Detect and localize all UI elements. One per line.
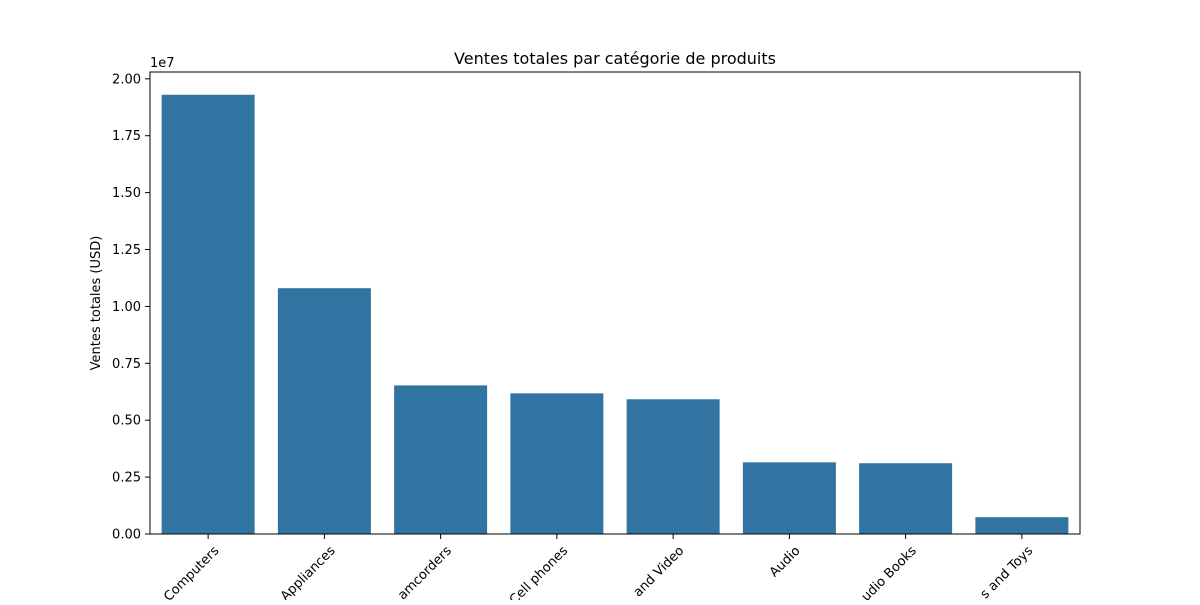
y-axis-offset-label: 1e7 — [150, 56, 175, 71]
bars — [161, 94, 1069, 535]
bar-7 — [975, 517, 1069, 534]
bar-1 — [277, 288, 371, 534]
y-tick-label: 1.75 — [112, 129, 141, 144]
x-tick-label: udio Books — [859, 543, 920, 600]
y-tick-label: 0.75 — [112, 357, 141, 372]
bar-2 — [394, 385, 488, 534]
bar-3 — [510, 393, 604, 534]
x-tick-label: Computers — [161, 543, 222, 600]
x-tick-label: and Video — [631, 544, 688, 600]
y-tick-label: 1.25 — [112, 243, 141, 258]
x-tick-label: s and Toys — [978, 543, 1037, 600]
plot-frame — [149, 71, 1081, 535]
x-tick-label: amcorders — [395, 543, 455, 600]
y-tick-label: 0.50 — [112, 414, 141, 429]
x-tick-label: Appliances — [278, 543, 339, 600]
bar-6 — [859, 463, 953, 534]
bar-0 — [161, 94, 255, 535]
y-tick-label: 1.50 — [112, 186, 141, 201]
x-tick-label: Cell phones — [507, 543, 571, 600]
y-tick-label: 0.00 — [112, 528, 141, 543]
y-axis-ticks: 0.00 0.25 0.50 0.75 1.00 1.25 1.50 1.75 2.00 — [112, 72, 150, 543]
chart-title: Ventes totales par catégorie de produits — [454, 49, 776, 68]
bar-5 — [742, 462, 836, 534]
y-tick-label: 0.25 — [112, 471, 141, 486]
x-axis-ticks: Computers Appliances amcorders Cell phones a… — [161, 534, 1037, 605]
bar-4 — [626, 399, 720, 534]
y-tick-label: 2.00 — [112, 72, 141, 87]
x-tick-label: Audio — [767, 544, 804, 581]
y-axis-title: Ventes totales (USD) — [89, 236, 104, 371]
y-tick-label: 1.00 — [112, 300, 141, 315]
